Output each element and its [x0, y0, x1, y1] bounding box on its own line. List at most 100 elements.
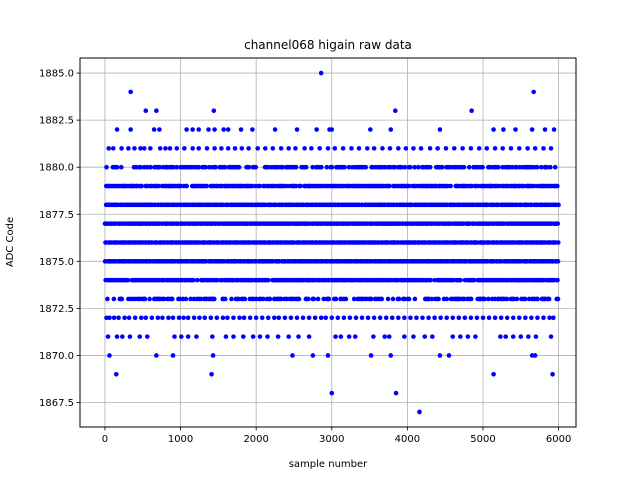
data-point [458, 334, 463, 339]
data-point [388, 127, 394, 132]
data-point [535, 315, 540, 321]
data-point [276, 315, 282, 321]
data-point [498, 315, 504, 321]
data-point [411, 146, 416, 151]
data-point [253, 164, 259, 170]
data-point [321, 296, 327, 302]
data-point [191, 277, 196, 283]
data-point [184, 127, 189, 132]
data-point [555, 240, 561, 245]
data-point [107, 353, 112, 358]
data-point [408, 315, 413, 321]
data-point [523, 315, 528, 321]
data-point [514, 164, 519, 170]
data-point [387, 146, 393, 151]
data-point [259, 315, 265, 321]
data-point [551, 315, 556, 321]
data-point [209, 371, 214, 377]
data-point [221, 127, 226, 132]
data-point [119, 164, 124, 170]
data-point [500, 146, 505, 151]
data-point [305, 296, 311, 302]
data-point [451, 146, 457, 151]
data-point [406, 296, 412, 302]
data-point [492, 315, 498, 321]
data-point [426, 296, 431, 302]
data-point [212, 127, 217, 132]
data-point [491, 371, 496, 377]
data-point [231, 334, 236, 339]
data-point [319, 164, 324, 170]
data-point [427, 146, 433, 151]
data-point [548, 146, 554, 151]
y-tick-label: 1880.0 [39, 163, 74, 174]
data-point [242, 296, 248, 302]
data-point [529, 127, 535, 132]
data-point [311, 296, 317, 302]
data-point [170, 353, 176, 358]
data-point [429, 296, 435, 302]
data-point [120, 334, 125, 339]
x-tick-label: 2000 [243, 434, 268, 445]
data-point [262, 146, 268, 151]
data-point [551, 127, 557, 132]
data-point [465, 334, 471, 339]
data-point [474, 315, 480, 321]
data-point [491, 127, 496, 132]
data-point [504, 315, 510, 321]
data-point [302, 146, 307, 151]
data-point [167, 146, 173, 151]
data-point [116, 315, 121, 321]
data-point [143, 108, 149, 114]
data-point [190, 146, 195, 151]
data-point [272, 315, 277, 321]
data-point [149, 315, 155, 321]
y-tick-label: 1875.0 [39, 257, 74, 268]
data-point [206, 164, 212, 170]
data-point [190, 127, 195, 132]
data-point [113, 371, 119, 377]
data-point [238, 127, 244, 132]
data-point [480, 164, 485, 170]
data-point [267, 296, 273, 302]
data-point [270, 146, 276, 151]
data-point [176, 315, 182, 321]
data-point [482, 296, 487, 302]
x-axis-ticks: 0 1000 2000 3000 4000 5000 6000 [102, 427, 571, 445]
data-point [368, 353, 374, 358]
y-tick-label: 1885.0 [39, 69, 74, 80]
data-point [458, 277, 463, 283]
data-point [110, 146, 116, 151]
data-point [132, 315, 138, 321]
data-point [232, 146, 238, 151]
data-point [387, 183, 392, 189]
data-point [170, 296, 175, 302]
data-point [538, 164, 544, 170]
data-point [293, 146, 298, 151]
data-point [444, 296, 450, 302]
data-point [126, 146, 131, 151]
data-point [329, 315, 335, 321]
data-point [456, 315, 462, 321]
data-point [340, 146, 346, 151]
data-point [365, 146, 370, 151]
data-point [377, 315, 383, 321]
data-point [196, 164, 202, 170]
data-point [157, 164, 162, 170]
data-point [430, 334, 435, 339]
data-point [402, 164, 408, 170]
data-point [213, 164, 218, 170]
data-point [388, 353, 394, 358]
data-point [437, 353, 443, 358]
data-point [278, 146, 284, 151]
data-point [265, 315, 271, 321]
data-point [492, 146, 498, 151]
data-point [163, 146, 168, 151]
data-point [208, 315, 214, 321]
data-point [522, 296, 528, 302]
data-point [127, 334, 133, 339]
data-point [223, 334, 229, 339]
data-point [184, 183, 189, 189]
data-point [532, 146, 538, 151]
data-point [406, 183, 412, 189]
